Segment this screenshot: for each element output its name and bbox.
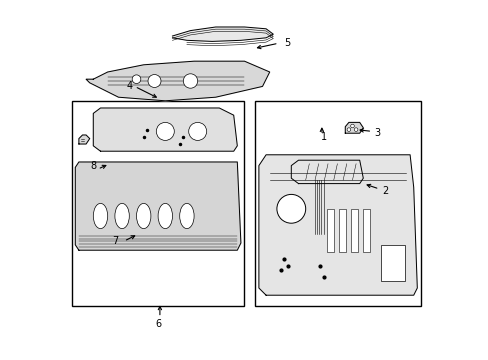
Bar bbox=[326, 209, 333, 252]
Text: 6: 6 bbox=[155, 319, 161, 329]
Ellipse shape bbox=[136, 203, 151, 229]
Circle shape bbox=[354, 128, 357, 131]
Text: 1: 1 bbox=[320, 132, 326, 142]
Ellipse shape bbox=[115, 203, 129, 229]
Text: 7: 7 bbox=[112, 236, 118, 246]
Circle shape bbox=[156, 122, 174, 140]
Polygon shape bbox=[93, 108, 237, 151]
Circle shape bbox=[276, 194, 305, 223]
Text: 5: 5 bbox=[284, 38, 290, 48]
Polygon shape bbox=[291, 160, 363, 184]
Ellipse shape bbox=[158, 203, 172, 229]
Bar bbox=[339, 209, 345, 252]
Polygon shape bbox=[345, 122, 363, 133]
Circle shape bbox=[188, 122, 206, 140]
Text: 2: 2 bbox=[381, 186, 387, 196]
Polygon shape bbox=[86, 61, 269, 101]
Bar bbox=[363, 209, 369, 252]
Circle shape bbox=[148, 75, 161, 87]
Bar bbox=[350, 209, 357, 252]
Bar bbox=[381, 245, 404, 281]
Bar bbox=[255, 101, 420, 306]
Polygon shape bbox=[258, 155, 416, 295]
Ellipse shape bbox=[179, 203, 194, 229]
Polygon shape bbox=[172, 27, 273, 41]
Circle shape bbox=[350, 124, 354, 128]
Ellipse shape bbox=[93, 203, 107, 229]
Polygon shape bbox=[79, 135, 89, 144]
Text: 3: 3 bbox=[374, 128, 380, 138]
Circle shape bbox=[183, 74, 197, 88]
Circle shape bbox=[346, 128, 350, 131]
Text: 4: 4 bbox=[126, 81, 132, 91]
Polygon shape bbox=[75, 162, 241, 250]
Bar bbox=[72, 101, 244, 306]
Circle shape bbox=[132, 75, 141, 84]
Text: 8: 8 bbox=[90, 161, 96, 171]
